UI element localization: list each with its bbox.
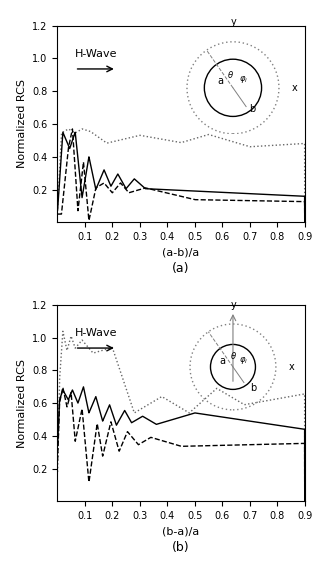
Y-axis label: Normalized RCS: Normalized RCS [17,79,27,168]
X-axis label: (b-a)/a: (b-a)/a [163,526,200,537]
Text: (a): (a) [172,262,190,275]
Text: H-Wave: H-Wave [75,49,117,59]
X-axis label: (a-b)/a: (a-b)/a [163,248,200,258]
Text: H-Wave: H-Wave [75,328,117,338]
Y-axis label: Normalized RCS: Normalized RCS [17,359,27,448]
Text: (b): (b) [172,541,190,554]
